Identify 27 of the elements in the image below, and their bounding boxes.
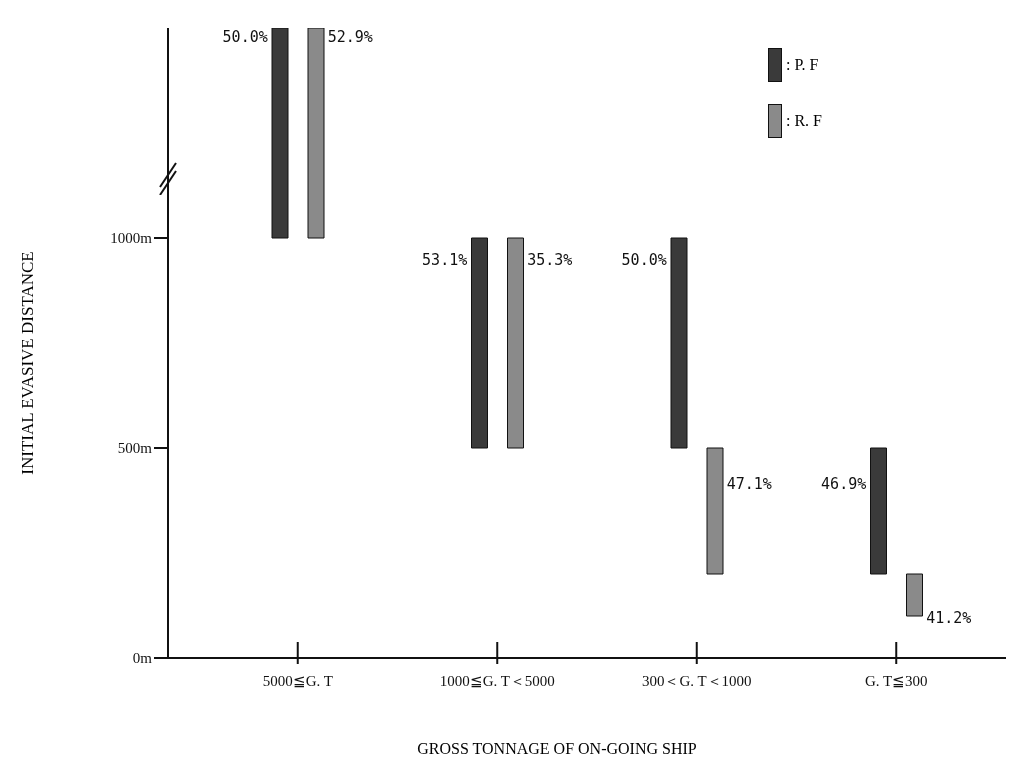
y-axis-title: INITIAL EVASIVE DISTANCE [18,251,38,475]
bar [906,573,923,617]
annotation: 46.9% [821,474,867,493]
bar [870,447,887,575]
annotation: 47.1% [726,474,772,493]
bar [271,28,289,239]
y-tick-label: 0m [132,650,153,667]
x-tick-label: 300＜G. T＜1000 [641,673,752,689]
x-tick-label: G. T≦300 [864,673,928,689]
y-tick-label: 1000m [110,230,153,247]
bar [706,447,724,575]
bar [307,28,325,239]
bar [471,237,488,449]
x-axis-title: GROSS TONNAGE OF ON-GOING SHIP [416,740,698,758]
y-tick-label: 500m [117,440,153,457]
legend-label: : R. F [786,112,823,130]
bar [507,237,524,449]
annotation: 53.1% [422,251,468,270]
x-tick-label: 1000≦G. T＜5000 [439,673,555,689]
bar [670,237,688,449]
x-tick-label: 5000≦G. T [262,673,333,689]
annotation: 52.9% [327,28,373,46]
annotation: 50.0% [222,28,268,46]
annotation: 50.0% [621,251,667,270]
annotation: 41.2% [926,608,972,627]
legend-label: : P. F [786,56,819,74]
annotation: 35.3% [527,251,573,270]
